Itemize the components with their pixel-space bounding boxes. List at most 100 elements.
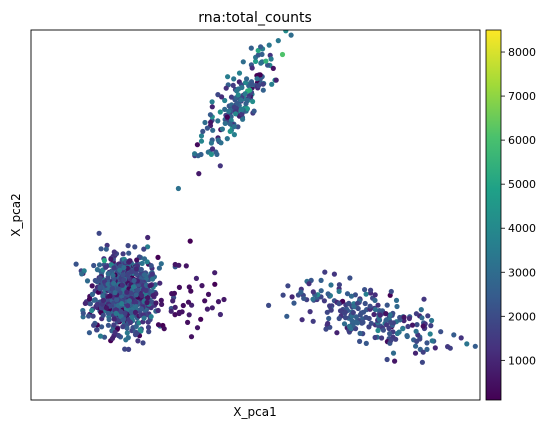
data-point: [336, 282, 342, 288]
data-point: [253, 58, 259, 64]
data-point: [377, 312, 383, 318]
data-point: [425, 313, 431, 319]
data-point: [209, 104, 215, 110]
data-point: [357, 330, 363, 336]
colorbar: [485, 29, 502, 401]
data-point: [99, 324, 105, 330]
data-point: [123, 337, 129, 343]
data-point: [424, 346, 430, 352]
data-point: [209, 146, 216, 152]
data-point: [209, 99, 215, 105]
data-point: [451, 332, 457, 338]
data-point: [198, 133, 205, 139]
data-point: [149, 271, 155, 277]
data-point: [158, 297, 164, 303]
data-point: [188, 334, 195, 340]
data-point: [336, 301, 342, 307]
data-point: [251, 108, 257, 114]
data-point: [393, 297, 400, 303]
data-point: [280, 292, 286, 298]
data-point: [134, 257, 140, 263]
data-point: [148, 314, 154, 320]
data-point: [117, 267, 123, 273]
data-point: [145, 295, 151, 301]
data-point: [179, 309, 185, 315]
data-point: [414, 322, 420, 328]
data-point: [375, 327, 381, 334]
data-point: [186, 312, 192, 318]
data-point: [105, 281, 111, 287]
colorbar-ticks: 1000 2000 3000 4000 5000 6000 7000 8000: [501, 46, 536, 367]
data-point: [405, 323, 411, 330]
data-point: [146, 329, 152, 335]
data-point: [238, 97, 244, 103]
data-point: [73, 261, 79, 267]
data-point: [301, 295, 307, 301]
data-point: [414, 338, 420, 344]
data-point: [94, 327, 100, 333]
data-point: [367, 303, 373, 309]
data-point: [458, 335, 464, 341]
data-point: [326, 315, 332, 322]
data-point: [306, 281, 312, 287]
data-point: [101, 334, 108, 340]
data-point: [124, 330, 130, 336]
data-point: [321, 298, 327, 304]
data-point: [384, 302, 390, 308]
data-point: [375, 302, 381, 308]
data-point: [258, 60, 264, 66]
data-point: [89, 291, 95, 297]
data-point: [266, 42, 272, 48]
data-point: [144, 299, 150, 306]
data-point: [413, 328, 419, 334]
data-point: [464, 341, 470, 347]
data-point: [418, 307, 424, 313]
data-point: [100, 312, 106, 318]
data-point: [429, 338, 435, 344]
data-point: [392, 358, 398, 364]
data-point: [240, 59, 246, 65]
data-point: [223, 85, 229, 91]
data-point: [235, 124, 241, 130]
data-point: [227, 128, 233, 134]
data-point: [111, 322, 117, 328]
data-point: [128, 290, 134, 296]
data-point: [388, 319, 394, 325]
data-point: [96, 230, 102, 236]
data-point: [239, 111, 245, 117]
data-point: [404, 333, 410, 339]
data-point: [185, 319, 191, 325]
data-point: [103, 305, 109, 311]
data-point: [97, 275, 103, 281]
data-point: [87, 301, 93, 307]
data-point: [86, 330, 92, 336]
data-point: [111, 316, 117, 322]
data-point: [122, 310, 128, 316]
data-point: [111, 280, 117, 286]
data-point: [208, 151, 214, 157]
data-point: [384, 356, 390, 363]
data-point: [82, 300, 88, 306]
data-point: [183, 263, 189, 269]
data-point: [108, 256, 114, 262]
y-axis-label: X_pca2: [9, 193, 23, 236]
data-point: [171, 290, 177, 296]
data-point: [109, 286, 116, 292]
data-point: [147, 283, 153, 289]
data-point: [145, 234, 151, 241]
data-point: [255, 47, 261, 54]
data-point: [86, 296, 93, 302]
data-point: [168, 308, 174, 314]
data-point: [354, 320, 361, 326]
data-point: [372, 297, 378, 303]
data-point: [424, 340, 430, 346]
data-point: [325, 320, 331, 327]
data-point: [215, 137, 221, 143]
data-point: [89, 283, 95, 289]
data-point: [388, 337, 394, 343]
data-point: [113, 310, 119, 316]
data-point: [194, 325, 201, 331]
data-point: [331, 271, 337, 277]
data-point: [91, 297, 97, 303]
data-point: [121, 277, 127, 283]
